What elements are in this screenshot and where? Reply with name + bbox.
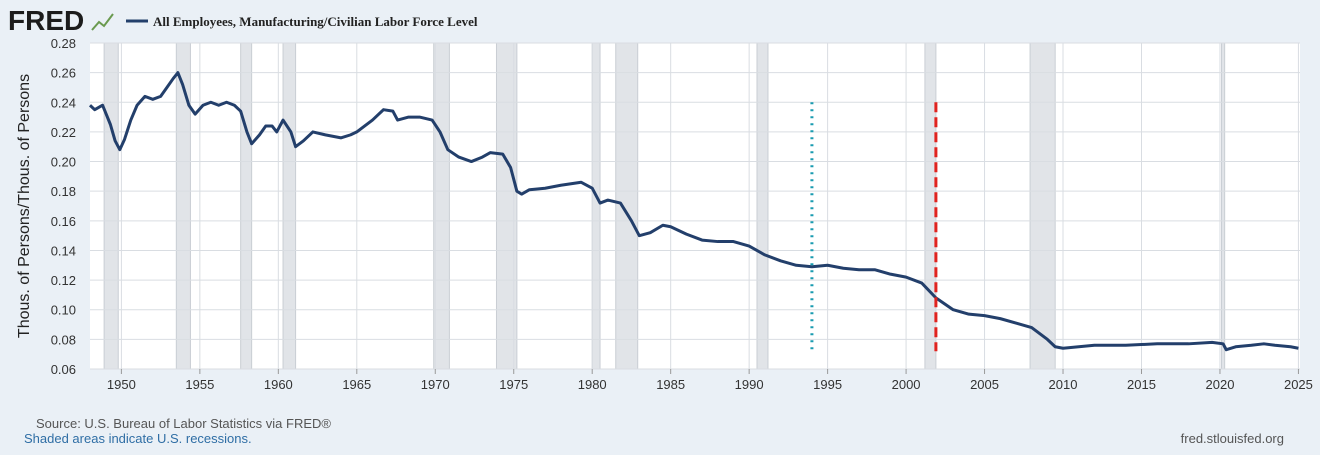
y-tick-label: 0.12 (51, 273, 76, 288)
x-tick-label: 1985 (656, 377, 685, 392)
x-tick-label: 2015 (1127, 377, 1156, 392)
x-tick-label: 1995 (813, 377, 842, 392)
recession-band (282, 42, 297, 370)
x-tick-label: 1975 (499, 377, 528, 392)
y-tick-label: 0.16 (51, 214, 76, 229)
recession-band (240, 42, 253, 370)
logo: FRED (8, 5, 84, 36)
plot-area (90, 43, 1300, 369)
x-tick-label: 2020 (1206, 377, 1235, 392)
x-tick-label: 2025 (1284, 377, 1313, 392)
recession-band (615, 42, 639, 370)
y-tick-label: 0.18 (51, 184, 76, 199)
source: Source: U.S. Bureau of Labor Statistics … (36, 416, 331, 431)
logo-icon (91, 13, 114, 31)
recession-band (433, 42, 450, 370)
recession-note: Shaded areas indicate U.S. recessions. (24, 431, 252, 446)
x-tick-label: 1990 (735, 377, 764, 392)
y-tick-label: 0.28 (51, 36, 76, 51)
y-tick-label: 0.22 (51, 125, 76, 140)
x-tick-label: 1955 (185, 377, 214, 392)
legend-label: All Employees, Manufacturing/Civilian La… (153, 14, 478, 29)
x-tick-label: 1950 (107, 377, 136, 392)
x-tick-label: 1965 (342, 377, 371, 392)
y-tick-label: 0.26 (51, 66, 76, 81)
recession-band (1221, 42, 1226, 370)
recession-band (103, 42, 119, 370)
x-tick-label: 2005 (970, 377, 999, 392)
recession-band (924, 42, 937, 370)
y-tick-label: 0.14 (51, 243, 76, 258)
y-tick-label: 0.10 (51, 303, 76, 318)
x-tick-label: 1960 (264, 377, 293, 392)
recession-band (756, 42, 769, 370)
x-tick-label: 1970 (421, 377, 450, 392)
recession-band (1029, 42, 1056, 370)
source-url: fred.stlouisfed.org (1181, 431, 1284, 446)
y-tick-label: 0.06 (51, 362, 76, 377)
x-tick-label: 2000 (892, 377, 921, 392)
x-tick-label: 1980 (578, 377, 607, 392)
y-tick-label: 0.08 (51, 332, 76, 347)
x-tick-label: 2010 (1049, 377, 1078, 392)
y-axis-label: Thous. of Persons/Thous. of Persons (16, 74, 33, 338)
y-tick-label: 0.24 (51, 95, 76, 110)
recession-band (591, 42, 601, 370)
y-tick-label: 0.20 (51, 155, 76, 170)
series-line (88, 71, 1299, 352)
